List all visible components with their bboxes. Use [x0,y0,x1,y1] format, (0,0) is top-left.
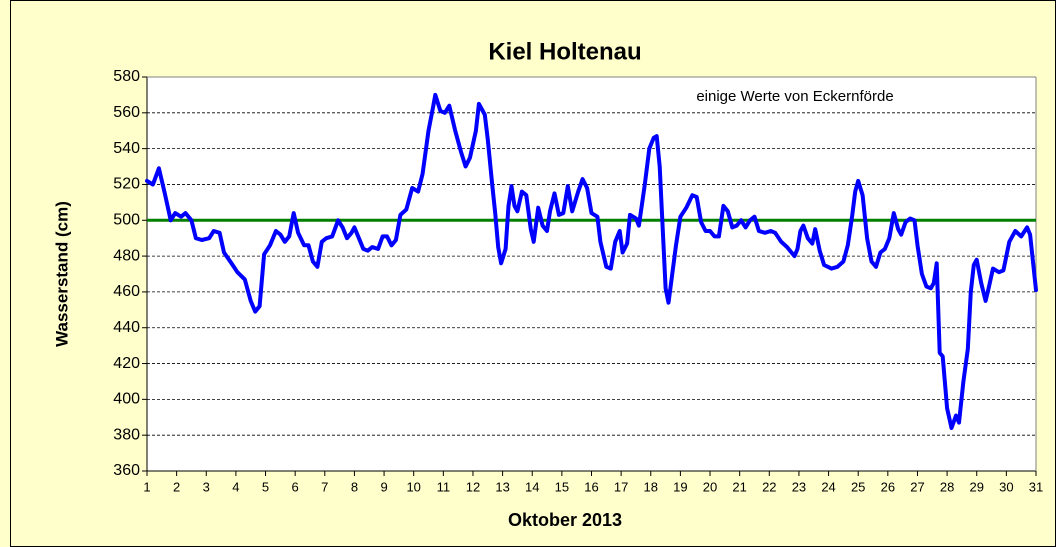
x-tick-label: 8 [351,479,358,494]
y-tick-label: 580 [113,68,140,85]
x-tick-label: 30 [999,479,1013,494]
x-tick-label: 4 [232,479,239,494]
y-tick-label: 500 [113,211,140,228]
plot-area [147,77,1036,471]
y-tick-label: 520 [113,176,140,193]
x-tick-label: 27 [910,479,924,494]
x-tick-label: 26 [881,479,895,494]
x-tick-label: 2 [173,479,180,494]
data-line [145,92,1038,430]
x-tick-label: 5 [262,479,269,494]
x-tick-label: 21 [732,479,746,494]
x-tick-label: 29 [969,479,983,494]
y-tick-label: 400 [113,391,140,408]
x-tick-label: 9 [380,479,387,494]
x-tick-label: 13 [495,479,509,494]
y-tick-label: 480 [113,247,140,264]
y-axis-label: Wasserstand (cm) [52,201,71,347]
x-tick-label: 16 [584,479,598,494]
x-tick-label: 17 [614,479,628,494]
y-tick-label: 560 [113,104,140,121]
y-tick-label: 540 [113,140,140,157]
x-tick-label: 6 [292,479,299,494]
x-tick-label: 28 [940,479,954,494]
x-tick-label: 18 [644,479,658,494]
x-tick-label: 12 [466,479,480,494]
x-tick-label: 11 [437,479,451,494]
x-tick-label: 25 [851,479,865,494]
x-tick-label: 20 [703,479,717,494]
x-tick-label: 3 [203,479,210,494]
x-tick-label: 10 [406,479,420,494]
y-tick-label: 380 [113,426,140,443]
x-tick-label: 22 [762,479,776,494]
x-tick-label: 24 [821,479,835,494]
y-tick-label: 460 [113,283,140,300]
x-tick-label: 23 [792,479,806,494]
x-tick-label: 19 [673,479,687,494]
y-tick-label: 360 [113,462,140,479]
x-axis-label: Oktober 2013 [508,510,622,530]
x-tick-label: 7 [321,479,328,494]
y-tick-label: 440 [113,319,140,336]
x-tick-label: 15 [555,479,569,494]
x-tick-label: 31 [1029,479,1043,494]
y-tick-label: 420 [113,355,140,372]
x-tick-label: 14 [525,479,539,494]
annotation: einige Werte von Eckernförde [696,88,893,105]
chart-title: Kiel Holtenau [488,38,641,65]
x-tick-label: 1 [143,479,150,494]
